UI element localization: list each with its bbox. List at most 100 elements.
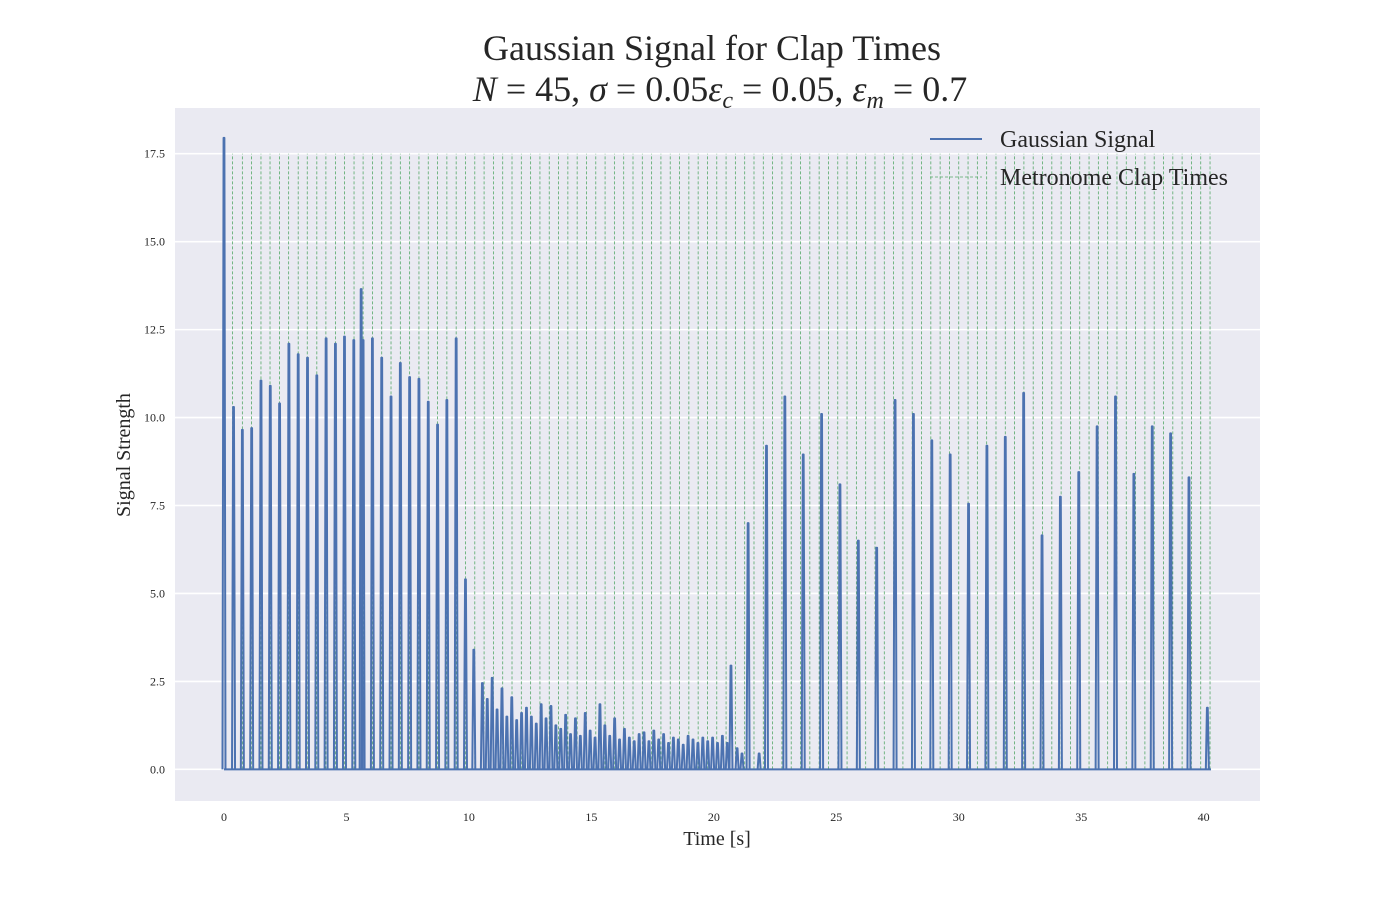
signal-peak xyxy=(568,733,574,770)
signal-peak xyxy=(360,339,366,770)
signal-peak xyxy=(543,717,549,770)
signal-peak xyxy=(700,736,706,770)
signal-peak xyxy=(369,337,375,770)
signal-peak xyxy=(563,713,569,770)
legend: Gaussian Signal Metronome Clap Times xyxy=(930,127,1228,191)
signal-peak xyxy=(484,697,490,770)
signal-peak xyxy=(910,413,916,770)
signal-peak xyxy=(1094,425,1100,770)
signal-peak xyxy=(739,752,745,770)
signal-peak xyxy=(249,427,255,770)
signal-peak xyxy=(258,379,264,770)
signal-peak xyxy=(453,337,459,770)
signal-peak xyxy=(929,439,935,770)
signal-peak xyxy=(874,546,880,770)
signal-peak xyxy=(499,687,505,770)
signal-peak xyxy=(597,703,603,770)
x-tick-label: 30 xyxy=(953,810,965,824)
signal-peak xyxy=(323,337,329,770)
subtitle-part: ε xyxy=(852,69,867,109)
signal-peak xyxy=(612,717,618,770)
signal-peak xyxy=(715,741,720,770)
signal-peak xyxy=(314,374,320,770)
y-tick-label: 7.5 xyxy=(150,499,165,513)
signal-peak xyxy=(763,444,769,770)
signal-peak xyxy=(621,727,627,770)
signal-peak xyxy=(388,395,394,770)
signal-peak xyxy=(966,502,972,770)
x-tick-label: 10 xyxy=(463,810,475,824)
x-tick-label: 15 xyxy=(585,810,597,824)
y-tick-label: 12.5 xyxy=(144,323,165,337)
signal-peak xyxy=(1021,391,1027,770)
signal-peak xyxy=(332,342,338,770)
signal-peak xyxy=(397,362,403,770)
signal-peak xyxy=(756,752,762,770)
signal-peak xyxy=(295,353,301,770)
signal-peak xyxy=(670,736,676,770)
signal-peak xyxy=(509,696,515,770)
signal-peak xyxy=(523,706,529,770)
y-tick-label: 0.0 xyxy=(150,762,165,776)
signal-peak xyxy=(728,664,734,770)
signal-peak xyxy=(680,743,686,770)
signal-peak xyxy=(504,715,510,770)
signal-peak xyxy=(724,741,730,770)
signal-peak xyxy=(695,741,701,770)
signal-peak xyxy=(221,136,227,770)
tick-labels: 0.0 2.5 5.0 7.5 10.0 12.5 15.0 17.5 0 5 10 15 20 25 30… xyxy=(144,147,1210,824)
y-tick-label: 2.5 xyxy=(150,674,165,688)
subtitle-part: = 0.7 xyxy=(884,69,967,109)
signal-peak xyxy=(800,453,806,770)
signal-peak xyxy=(231,406,237,770)
signal-peak xyxy=(435,423,441,770)
signal-peak xyxy=(1204,706,1210,770)
signal-peak xyxy=(892,398,898,770)
signal-peak xyxy=(341,335,347,770)
signal-peak xyxy=(407,376,413,770)
signal-peak xyxy=(719,734,725,770)
signal-peak xyxy=(837,483,843,770)
signal-peak xyxy=(855,539,861,770)
signal-peak xyxy=(656,738,662,770)
signal-peak xyxy=(626,736,632,770)
subtitle-part: = 45, xyxy=(497,69,589,109)
signal-peak xyxy=(710,736,716,770)
signal-peak xyxy=(782,395,788,770)
signal-peak xyxy=(690,738,696,770)
signal-peak xyxy=(416,377,422,770)
signal-peak xyxy=(1186,476,1192,770)
signal-peak xyxy=(305,356,311,770)
signal-peak xyxy=(379,356,385,770)
signal-peak xyxy=(267,384,273,770)
signal-peak xyxy=(577,734,583,770)
x-tick-label: 5 xyxy=(343,810,349,824)
signal-peak xyxy=(631,740,637,770)
chart-title: Gaussian Signal for Clap Times xyxy=(483,28,941,68)
signal-peak xyxy=(519,712,525,770)
signal-peak xyxy=(494,708,500,770)
gaussian-signal xyxy=(221,136,1212,771)
signal-peak xyxy=(471,648,477,770)
subtitle-part: = 0.05 xyxy=(607,69,708,109)
signal-peak xyxy=(1113,395,1118,770)
signal-peak xyxy=(947,453,953,770)
signal-peak xyxy=(661,733,667,770)
signal-peak xyxy=(558,727,564,770)
signal-peak xyxy=(685,734,691,770)
signal-peak xyxy=(1039,534,1045,770)
signal-peak xyxy=(1149,425,1155,770)
signal-peak xyxy=(745,522,751,770)
chart-subtitle: N = 45, σ = 0.05εc = 0.05, εm = 0.7 xyxy=(472,69,967,114)
signal-peak xyxy=(533,722,539,770)
signal-peak xyxy=(548,705,554,770)
signal-peak xyxy=(479,682,485,770)
signal-peak xyxy=(734,747,740,770)
signal-peak xyxy=(666,741,672,770)
signal-peak xyxy=(277,402,283,770)
x-tick-label: 40 xyxy=(1198,810,1210,824)
signal-peak xyxy=(572,717,578,770)
subtitle-part: c xyxy=(722,88,733,114)
y-axis-label: Signal Strength xyxy=(113,393,135,517)
